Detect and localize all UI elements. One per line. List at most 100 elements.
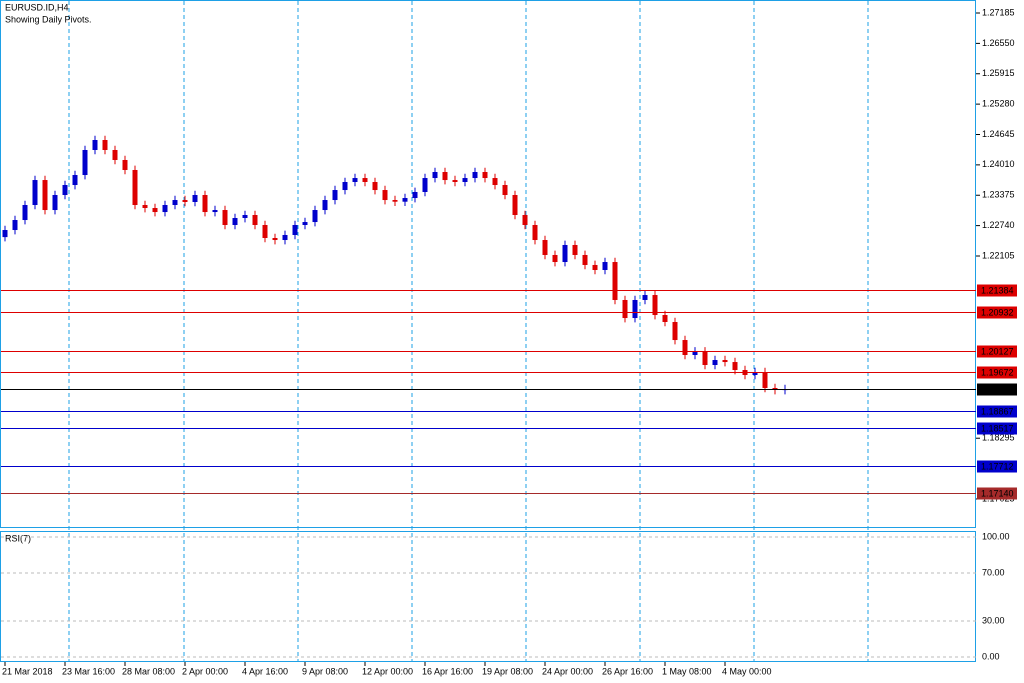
candle-body bbox=[732, 362, 738, 371]
candle-body bbox=[552, 254, 558, 263]
candle-body bbox=[382, 190, 388, 201]
candle-body bbox=[532, 224, 538, 241]
candle-body bbox=[212, 210, 218, 213]
pivot-label-bg bbox=[977, 487, 1017, 500]
candle-body bbox=[182, 200, 188, 202]
x-tick-label: 12 Apr 00:00 bbox=[362, 666, 413, 676]
candle-body bbox=[422, 178, 428, 192]
y-tick-label: 1.22740 bbox=[982, 220, 1015, 230]
candle-body bbox=[482, 171, 488, 179]
y-tick-label: 100.00 bbox=[982, 531, 1010, 541]
pivot-label-bg bbox=[977, 366, 1017, 379]
candle-body bbox=[702, 351, 708, 365]
candle-body bbox=[712, 360, 718, 365]
candle-body bbox=[442, 171, 448, 181]
y-tick-label: 1.23375 bbox=[982, 190, 1015, 200]
candle-body bbox=[502, 185, 508, 196]
pivot-label-bg bbox=[977, 460, 1017, 473]
candle-body bbox=[692, 351, 698, 355]
x-tick-label: 4 May 00:00 bbox=[722, 666, 772, 676]
x-tick-label: 28 Mar 08:00 bbox=[122, 666, 175, 676]
y-tick-label: 1.22105 bbox=[982, 250, 1015, 260]
candle-body bbox=[662, 315, 668, 322]
candle-body bbox=[72, 175, 78, 186]
y-tick-label: 1.25280 bbox=[982, 99, 1015, 109]
x-tick-label: 1 May 08:00 bbox=[662, 666, 712, 676]
candle-body bbox=[282, 234, 288, 241]
pivot-label: 1.17140 bbox=[981, 488, 1014, 498]
candle-body bbox=[122, 159, 128, 170]
candle-body bbox=[342, 181, 348, 191]
candle-body bbox=[512, 195, 518, 215]
time-grid bbox=[68, 1, 869, 662]
chart-title: EURUSD.ID,H4 bbox=[5, 2, 69, 12]
candle-body bbox=[82, 149, 88, 176]
candle-body bbox=[612, 262, 618, 300]
candle-body bbox=[582, 254, 588, 265]
candle-body bbox=[262, 224, 268, 239]
pivot-label: 1.18517 bbox=[981, 423, 1014, 433]
candle-body bbox=[222, 210, 228, 225]
x-tick-label: 9 Apr 08:00 bbox=[302, 666, 348, 676]
candle-body bbox=[252, 214, 258, 225]
candle-body bbox=[492, 178, 498, 186]
candle-body bbox=[592, 264, 598, 271]
x-tick-label: 2 Apr 00:00 bbox=[182, 666, 228, 676]
candle-body bbox=[202, 195, 208, 213]
pivot-label: 1.21384 bbox=[981, 285, 1014, 295]
pivot-label-bg bbox=[977, 405, 1017, 418]
candle-body bbox=[92, 139, 98, 150]
candle-body bbox=[642, 295, 648, 300]
candle-body bbox=[682, 340, 688, 355]
candle-body bbox=[112, 149, 118, 160]
candle-body bbox=[462, 178, 468, 182]
candle-body bbox=[232, 218, 238, 225]
candle-body bbox=[632, 299, 638, 319]
y-tick-label: 1.24010 bbox=[982, 159, 1015, 169]
candle-body bbox=[672, 321, 678, 341]
x-tick-label: 19 Apr 08:00 bbox=[482, 666, 533, 676]
candle-body bbox=[102, 139, 108, 150]
candle-body bbox=[372, 181, 378, 191]
x-tick-label: 24 Apr 00:00 bbox=[542, 666, 593, 676]
pivot-label: 1.20932 bbox=[981, 307, 1014, 317]
x-tick-label: 4 Apr 16:00 bbox=[242, 666, 288, 676]
candle-body bbox=[52, 195, 58, 211]
pivot-label-bg bbox=[977, 306, 1017, 319]
candle-body bbox=[32, 180, 38, 206]
candle-body bbox=[752, 372, 758, 375]
candle-body bbox=[152, 208, 158, 213]
pivot-label: 1.19672 bbox=[981, 367, 1014, 377]
candle-body bbox=[542, 240, 548, 255]
candle-body bbox=[522, 214, 528, 225]
candle-body bbox=[272, 238, 278, 241]
candle-body bbox=[242, 214, 248, 219]
candle-body bbox=[162, 205, 168, 213]
candle-body bbox=[322, 200, 328, 211]
y-tick-label: 1.26550 bbox=[982, 38, 1015, 48]
candle-body bbox=[562, 244, 568, 263]
candle-body bbox=[192, 195, 198, 202]
candle-body bbox=[142, 205, 148, 209]
candle-body bbox=[432, 171, 438, 179]
x-tick-label: 23 Mar 16:00 bbox=[62, 666, 115, 676]
pivot-label: 1.19322 bbox=[981, 384, 1014, 394]
y-tick-label: 1.27185 bbox=[982, 7, 1015, 17]
y-tick-label: 0.00 bbox=[982, 651, 1000, 661]
candle-body bbox=[312, 210, 318, 223]
pivot-label-bg bbox=[977, 345, 1017, 358]
y-tick-label: 70.00 bbox=[982, 567, 1005, 577]
y-tick-label: 1.25915 bbox=[982, 68, 1015, 78]
pivot-label-bg bbox=[977, 422, 1017, 435]
x-tick-label: 26 Apr 16:00 bbox=[602, 666, 653, 676]
candle-body bbox=[602, 262, 608, 271]
candle-body bbox=[402, 198, 408, 202]
candle-body bbox=[22, 205, 28, 221]
candle-body bbox=[392, 200, 398, 202]
candle-body bbox=[42, 180, 48, 211]
candle-body bbox=[332, 190, 338, 201]
candle-body bbox=[472, 171, 478, 179]
